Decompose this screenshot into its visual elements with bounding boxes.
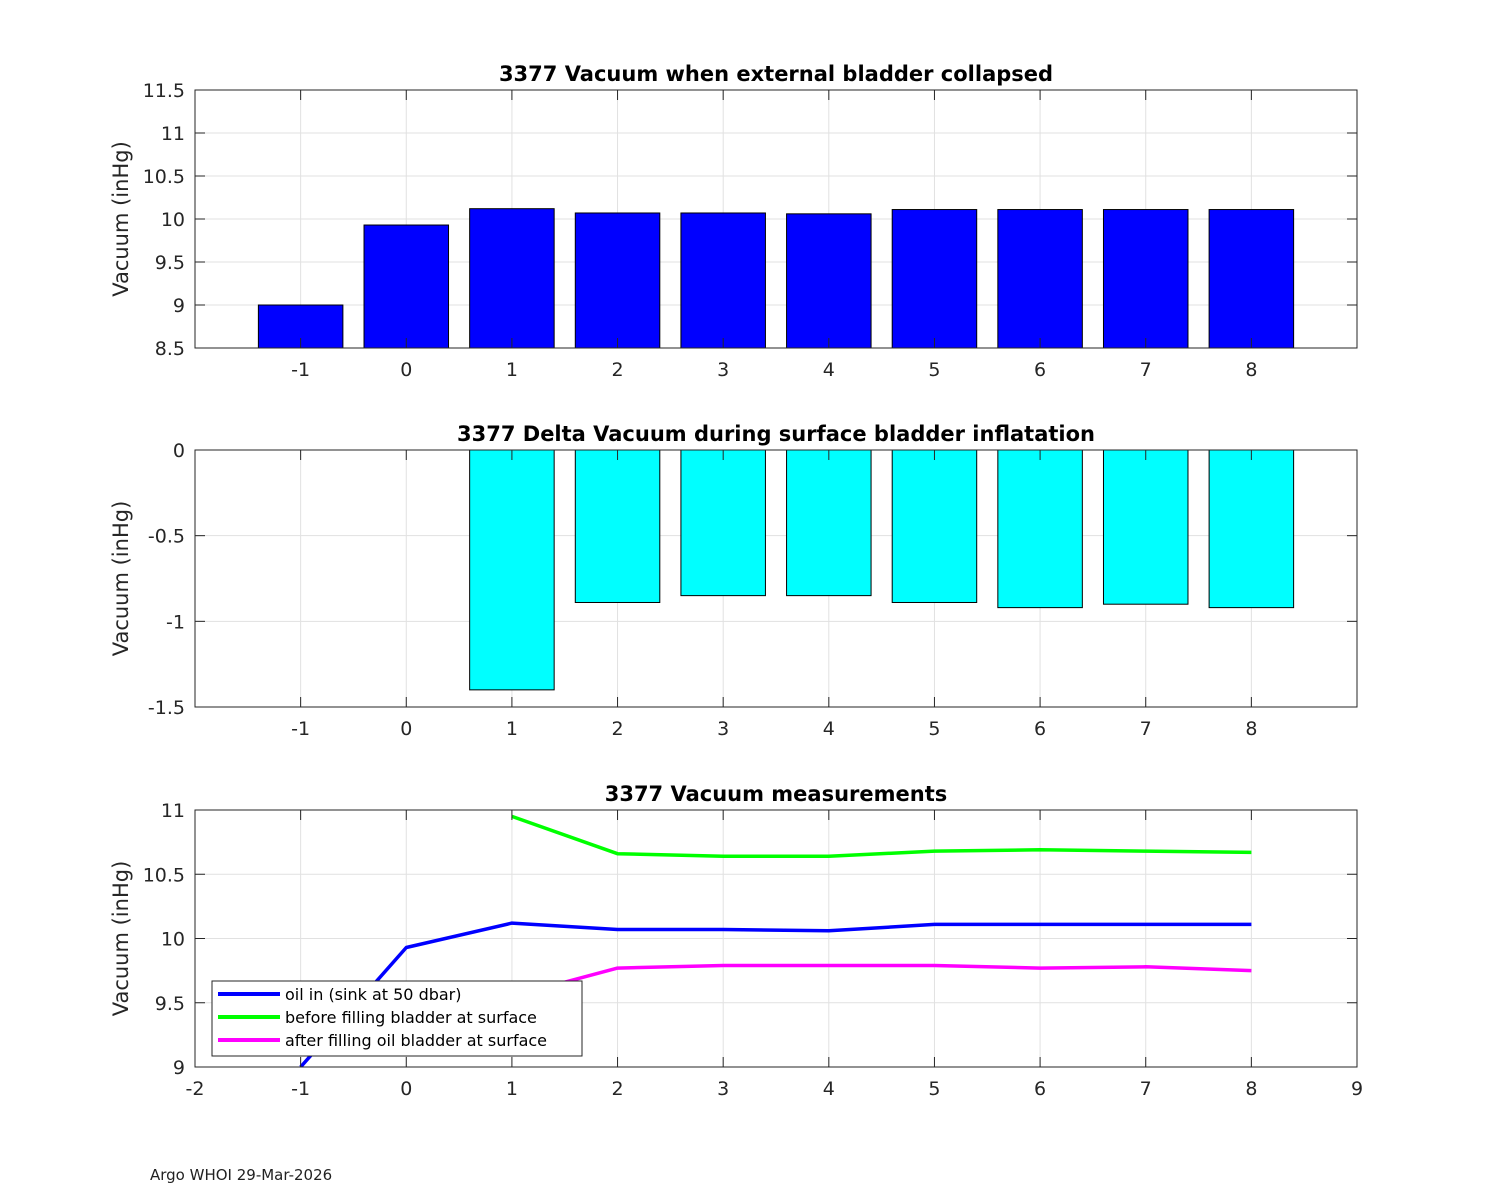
bar-4 bbox=[786, 213, 872, 349]
panel-3: -2 -1 0 1 2 3 4 5 6 7 8 9 9 9.5 10 10.5 11 3377 Vacuum me… bbox=[109, 782, 1363, 1100]
y-tick-label: 10.5 bbox=[143, 166, 185, 188]
legend-label: before filling bladder at surface bbox=[285, 1008, 537, 1027]
y-tick-label: 0 bbox=[173, 440, 185, 462]
series-line-3 bbox=[511, 963, 1252, 998]
x-tick-label: 6 bbox=[1034, 359, 1046, 381]
y-tick-label: 11 bbox=[161, 800, 185, 822]
x-tick-label: -2 bbox=[186, 1078, 205, 1100]
y-tick-label: 9.5 bbox=[155, 993, 185, 1015]
y-tick-label: 10 bbox=[161, 209, 185, 231]
y-axis-label: Vacuum (inHg) bbox=[109, 141, 133, 297]
x-tick-label: 8 bbox=[1245, 359, 1257, 381]
bar-2 bbox=[574, 212, 661, 349]
bar-1 bbox=[469, 449, 555, 691]
bar-0 bbox=[363, 224, 450, 349]
chart-title: 3377 Vacuum when external bladder collap… bbox=[499, 62, 1053, 86]
bar-3 bbox=[680, 212, 766, 349]
x-tick-label: 2 bbox=[611, 718, 623, 740]
x-tick-label: 7 bbox=[1140, 718, 1152, 740]
x-tick-label: 2 bbox=[611, 359, 623, 381]
x-tick-label: 0 bbox=[400, 1078, 412, 1100]
y-tick-label: 11 bbox=[161, 123, 185, 145]
footer-text: Argo WHOI 29-Mar-2026 bbox=[150, 1166, 333, 1184]
x-tick-label: 7 bbox=[1140, 1078, 1152, 1100]
bar-6 bbox=[997, 449, 1083, 609]
x-tick-label: 8 bbox=[1245, 1078, 1257, 1100]
bar-5 bbox=[891, 209, 978, 349]
legend: oil in (sink at 50 dbar) before filling b… bbox=[211, 980, 583, 1057]
y-axis-label: Vacuum (inHg) bbox=[109, 501, 133, 657]
panel-1: -1 0 1 2 3 4 5 6 7 8 8.5 9 9.5 10 10.5 11 11.5 3377 Vacuu… bbox=[109, 62, 1358, 381]
x-tick-label: 0 bbox=[400, 718, 412, 740]
bar-3 bbox=[680, 449, 766, 597]
y-tick-label: -1 bbox=[166, 611, 185, 633]
x-tick-label: 3 bbox=[717, 718, 729, 740]
bar-2 bbox=[574, 449, 661, 603]
y-tick-label: -1.5 bbox=[148, 697, 185, 719]
y-tick-label: 9.5 bbox=[155, 252, 185, 274]
y-tick-label: 9 bbox=[173, 1057, 185, 1079]
x-tick-label: 2 bbox=[611, 1078, 623, 1100]
y-tick-label: 10.5 bbox=[143, 864, 185, 886]
y-tick-label: 8.5 bbox=[155, 338, 185, 360]
series-line-2 bbox=[511, 814, 1252, 859]
y-tick-label: 9 bbox=[173, 295, 185, 317]
x-tick-label: 5 bbox=[928, 1078, 940, 1100]
panel-2: -1 0 1 2 3 4 5 6 7 8 -1.5 -1 -0.5 0 3377 Delta Vacuum … bbox=[109, 422, 1358, 740]
x-tick-label: 1 bbox=[506, 718, 518, 740]
x-tick-label: -1 bbox=[291, 718, 310, 740]
x-tick-label: 3 bbox=[717, 1078, 729, 1100]
bar-1 bbox=[469, 208, 555, 349]
x-tick-label: 9 bbox=[1351, 1078, 1363, 1100]
x-tick-label: 5 bbox=[928, 718, 940, 740]
chart-title: 3377 Vacuum measurements bbox=[605, 782, 948, 806]
legend-label: oil in (sink at 50 dbar) bbox=[285, 985, 462, 1004]
y-tick-label: -0.5 bbox=[148, 526, 185, 548]
y-axis-label: Vacuum (inHg) bbox=[109, 861, 133, 1017]
x-tick-label: 6 bbox=[1034, 718, 1046, 740]
series-line-1 bbox=[299, 921, 1252, 1067]
legend-label: after filling oil bladder at surface bbox=[285, 1031, 547, 1050]
x-tick-label: 0 bbox=[400, 359, 412, 381]
x-tick-label: 7 bbox=[1140, 359, 1152, 381]
y-tick-label: 11.5 bbox=[143, 80, 185, 102]
x-tick-label: -1 bbox=[291, 1078, 310, 1100]
y-tick-label: 10 bbox=[161, 929, 185, 951]
bar-4 bbox=[786, 449, 872, 597]
x-tick-label: 1 bbox=[506, 1078, 518, 1100]
x-tick-label: 6 bbox=[1034, 1078, 1046, 1100]
bar-8 bbox=[1208, 449, 1295, 609]
chart-title: 3377 Delta Vacuum during surface bladder… bbox=[457, 422, 1095, 446]
x-tick-label: -1 bbox=[291, 359, 310, 381]
x-tick-label: 1 bbox=[506, 359, 518, 381]
x-tick-label: 4 bbox=[823, 1078, 835, 1100]
x-tick-label: 4 bbox=[823, 359, 835, 381]
x-tick-label: 4 bbox=[823, 718, 835, 740]
x-tick-label: 8 bbox=[1245, 718, 1257, 740]
bar-7 bbox=[1102, 209, 1189, 349]
bar-6 bbox=[997, 209, 1083, 349]
bar-8 bbox=[1208, 209, 1295, 349]
axes-box bbox=[194, 449, 1358, 708]
x-tick-label: 5 bbox=[928, 359, 940, 381]
x-tick-label: 3 bbox=[717, 359, 729, 381]
bar-7 bbox=[1102, 449, 1189, 605]
bar-5 bbox=[891, 449, 978, 603]
